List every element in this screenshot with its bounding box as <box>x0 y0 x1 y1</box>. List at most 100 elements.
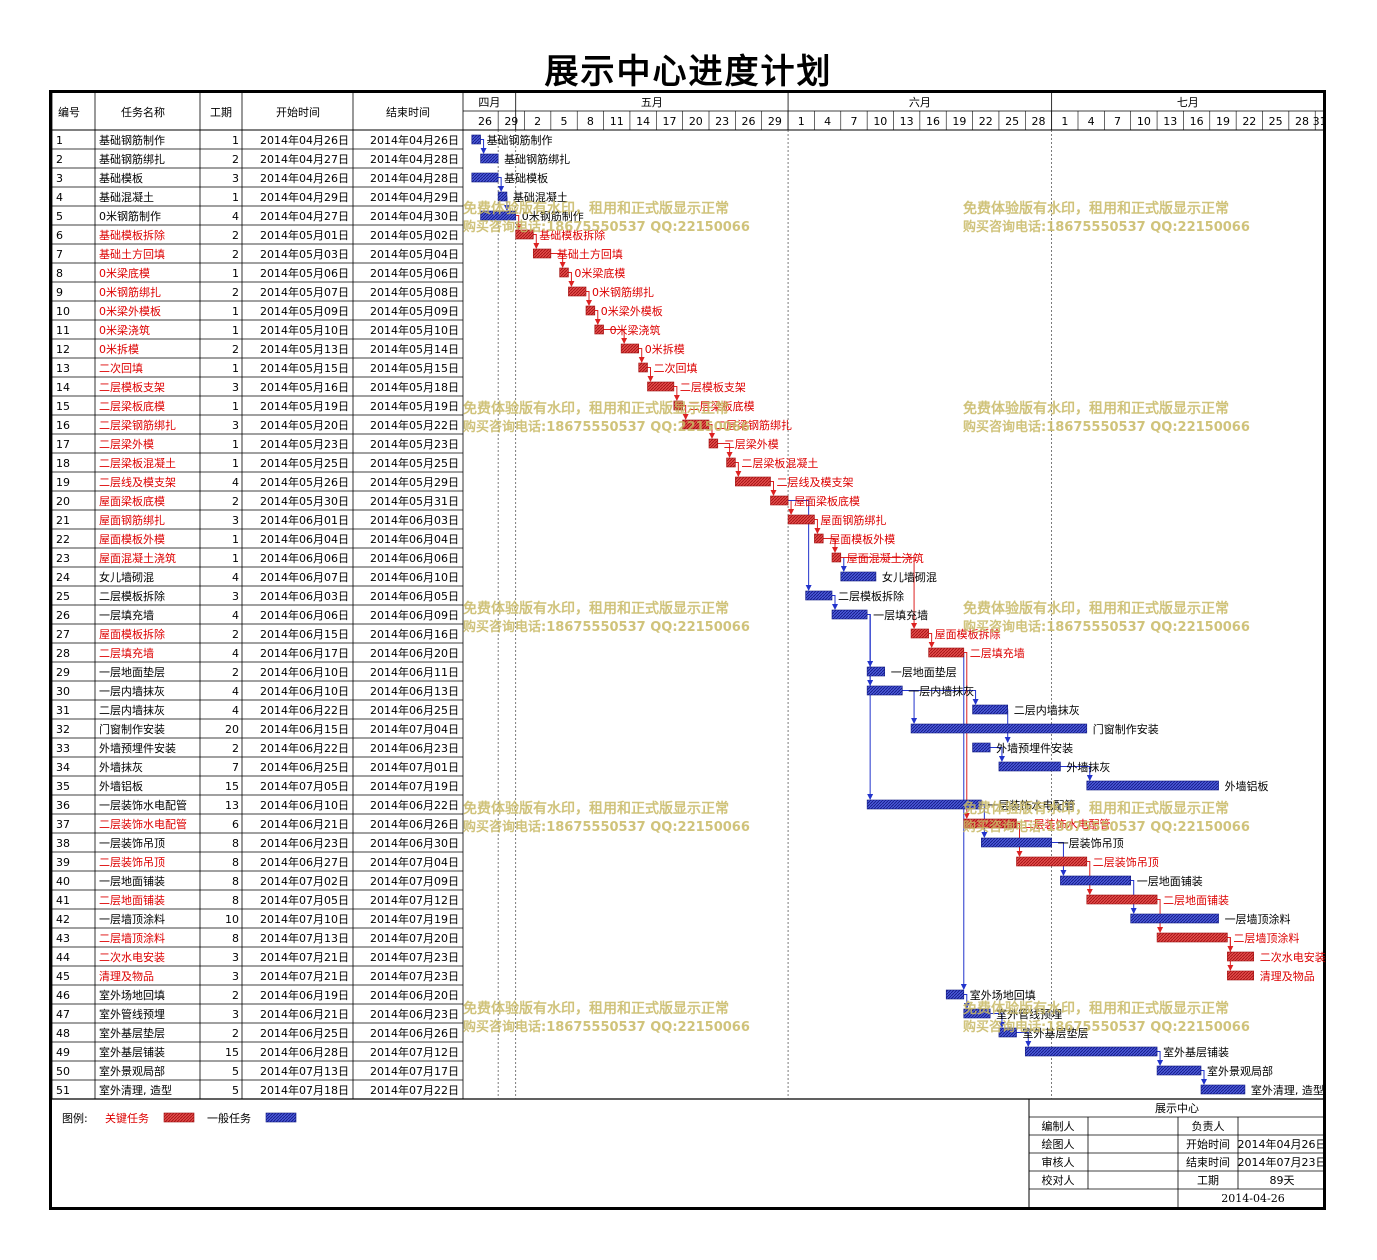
task-bar <box>673 400 683 411</box>
dependency-link <box>603 329 628 344</box>
task-bar <box>1086 894 1158 905</box>
task-start: 2014年06月17日 <box>260 646 349 660</box>
bar-label: 一层装饰吊顶 <box>1058 836 1124 850</box>
task-bar <box>910 723 1088 734</box>
task-bar <box>945 989 965 1000</box>
task-end: 2014年05月10日 <box>370 323 459 337</box>
task-start: 2014年05月10日 <box>260 323 349 337</box>
info-label: 绘图人 <box>1042 1137 1075 1151</box>
task-start: 2014年05月06日 <box>260 266 349 280</box>
task-duration: 8 <box>232 837 239 850</box>
task-id: 10 <box>56 305 70 318</box>
task-duration: 2 <box>232 286 239 299</box>
dependency-link <box>928 633 935 648</box>
dependency-link <box>867 614 874 800</box>
task-duration: 2 <box>232 229 239 242</box>
dependency-link <box>586 291 592 306</box>
task-bar <box>735 476 771 487</box>
task-name: 女儿墙砌混 <box>99 570 154 584</box>
task-duration: 1 <box>232 362 239 375</box>
task-start: 2014年06月22日 <box>260 703 349 717</box>
task-end: 2014年06月16日 <box>370 627 459 641</box>
dependency-link <box>963 994 970 1009</box>
task-duration: 8 <box>232 875 239 888</box>
task-bar <box>866 666 886 677</box>
info-label: 审核人 <box>1042 1155 1075 1169</box>
task-start: 2014年05月13日 <box>260 342 349 356</box>
task-duration: 10 <box>225 913 239 926</box>
dependency-link <box>709 424 715 439</box>
task-name: 屋面模板拆除 <box>99 627 165 641</box>
table-row: 15 二层梁板底模 1 2014年05月19日 2014年05月19日 <box>56 399 459 413</box>
task-bar <box>497 191 508 202</box>
task-duration: 3 <box>232 514 239 527</box>
table-row: 13 二次回填 1 2014年05月15日 2014年05月15日 <box>56 361 459 375</box>
task-end: 2014年04月30日 <box>370 209 459 223</box>
bar-label: 二次回填 <box>654 361 698 375</box>
task-end: 2014年06月03日 <box>370 513 459 527</box>
table-row: 31 二层内墙抹灰 4 2014年06月22日 2014年06月25日 <box>56 703 459 717</box>
watermark-line1: 免费体验版有水印，租用和正式版显示正常 <box>463 400 729 417</box>
task-name: 基础钢筋制作 <box>99 133 165 147</box>
task-start: 2014年04月27日 <box>260 152 349 166</box>
task-id: 47 <box>56 1008 70 1021</box>
task-end: 2014年07月04日 <box>370 855 459 869</box>
info-label: 负责人 <box>1192 1119 1225 1133</box>
task-end: 2014年07月17日 <box>370 1064 459 1078</box>
task-bar <box>770 495 789 506</box>
task-bar <box>559 267 569 278</box>
task-name: 室外景观局部 <box>99 1064 165 1078</box>
legend-critical-label: 关键任务 <box>105 1111 149 1125</box>
task-bar <box>585 305 596 316</box>
task-name: 0米钢筋制作 <box>99 209 161 223</box>
table-row: 10 0米梁外模板 1 2014年05月09日 2014年05月09日 <box>56 304 459 318</box>
task-end: 2014年05月23日 <box>370 437 459 451</box>
info-label: 校对人 <box>1042 1173 1075 1187</box>
task-bar <box>1200 1084 1246 1095</box>
table-row: 7 基础土方回填 2 2014年05月03日 2014年05月04日 <box>56 247 459 261</box>
table-row: 35 外墙铝板 15 2014年07月05日 2014年07月19日 <box>56 779 459 793</box>
legend-label: 图例: <box>62 1111 88 1125</box>
bar-label: 基础模板 <box>504 171 548 185</box>
tick-label: 7 <box>850 115 857 128</box>
table-row: 30 一层内墙抹灰 4 2014年06月10日 2014年06月13日 <box>56 684 459 698</box>
table-row: 37 二层装饰水电配管 6 2014年06月21日 2014年06月26日 <box>56 817 459 831</box>
tick-label: 16 <box>926 115 940 128</box>
task-name: 二层装饰水电配管 <box>99 817 187 831</box>
task-end: 2014年05月14日 <box>370 342 459 356</box>
bar-label: 二层模板支架 <box>680 380 746 394</box>
tick-label: 20 <box>689 115 703 128</box>
task-start: 2014年07月05日 <box>260 893 349 907</box>
task-duration: 2 <box>232 666 239 679</box>
task-duration: 8 <box>232 894 239 907</box>
table-row: 45 清理及物品 3 2014年07月21日 2014年07月23日 <box>56 969 459 983</box>
task-start: 2014年06月25日 <box>260 1026 349 1040</box>
task-end: 2014年05月08日 <box>370 285 459 299</box>
month-label: 五月 <box>641 96 663 109</box>
dependency-link <box>498 177 505 192</box>
task-bar <box>963 1008 991 1019</box>
table-header: 编号 任务名称 工期 开始时间 结束时间 <box>58 105 430 119</box>
watermark-line2: 购买咨询电话:18675550537 QQ:22150066 <box>963 219 1250 235</box>
tick-label: 5 <box>561 115 568 128</box>
tick-label: 29 <box>504 115 518 128</box>
task-duration: 15 <box>225 1046 239 1059</box>
task-bar <box>814 533 824 544</box>
task-bar <box>963 818 1017 829</box>
task-start: 2014年06月15日 <box>260 627 349 641</box>
task-name: 屋面梁板底模 <box>99 494 165 508</box>
bar-label: 一层墙顶涂料 <box>1225 912 1291 926</box>
info-value: 2014年04月26日 <box>1238 1137 1327 1151</box>
task-id: 21 <box>56 514 70 527</box>
task-start: 2014年05月01日 <box>260 228 349 242</box>
tick-label: 25 <box>1269 115 1283 128</box>
table-row: 33 外墙预埋件安装 2 2014年06月22日 2014年06月23日 <box>56 741 459 755</box>
dependency-link <box>647 367 654 382</box>
task-id: 49 <box>56 1046 70 1059</box>
task-end: 2014年05月29日 <box>370 475 459 489</box>
task-name: 清理及物品 <box>99 969 154 983</box>
tick-label: 2 <box>534 115 541 128</box>
table-row: 19 二层线及模支架 4 2014年05月26日 2014年05月29日 <box>56 475 459 489</box>
table-row: 24 女儿墙砌混 4 2014年06月07日 2014年06月10日 <box>56 570 459 584</box>
